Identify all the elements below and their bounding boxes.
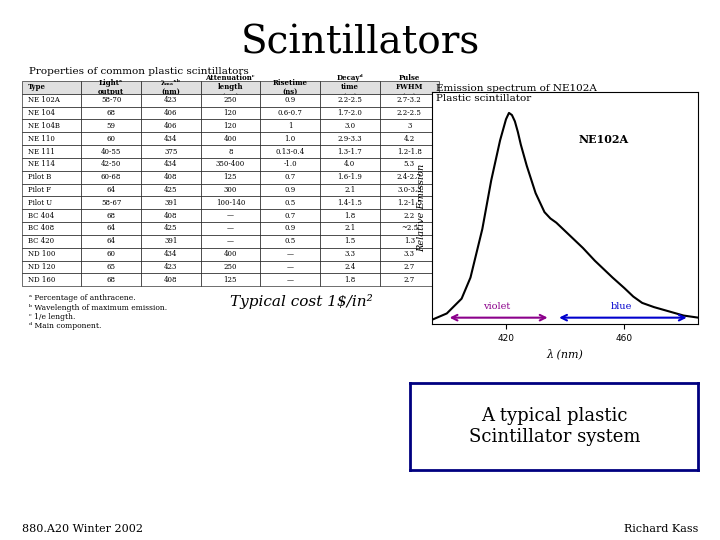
Text: Scintillators: Scintillators [240,24,480,62]
Text: 880.A20 Winter 2002: 880.A20 Winter 2002 [22,523,143,534]
Text: Richard Kass: Richard Kass [624,523,698,534]
X-axis label: λ (nm): λ (nm) [546,348,584,359]
Text: Typical cost 1$/in²: Typical cost 1$/in² [230,294,373,309]
Text: violet: violet [484,302,510,311]
Text: NE102A: NE102A [579,133,629,145]
Text: ᵃ Percentage of anthracene.
ᵇ Wavelength of maximum emission.
ᶜ 1/e length.
ᵈ Ma: ᵃ Percentage of anthracene. ᵇ Wavelength… [29,294,167,330]
Text: A typical plastic
Scintillator system: A typical plastic Scintillator system [469,407,640,446]
Y-axis label: Relative Emission: Relative Emission [418,164,426,252]
Text: Properties of common plastic scintillators: Properties of common plastic scintillato… [29,68,248,77]
Text: blue: blue [611,302,632,311]
Text: Emission spectrum of NE102A
Plastic scintillator: Emission spectrum of NE102A Plastic scin… [436,84,596,103]
